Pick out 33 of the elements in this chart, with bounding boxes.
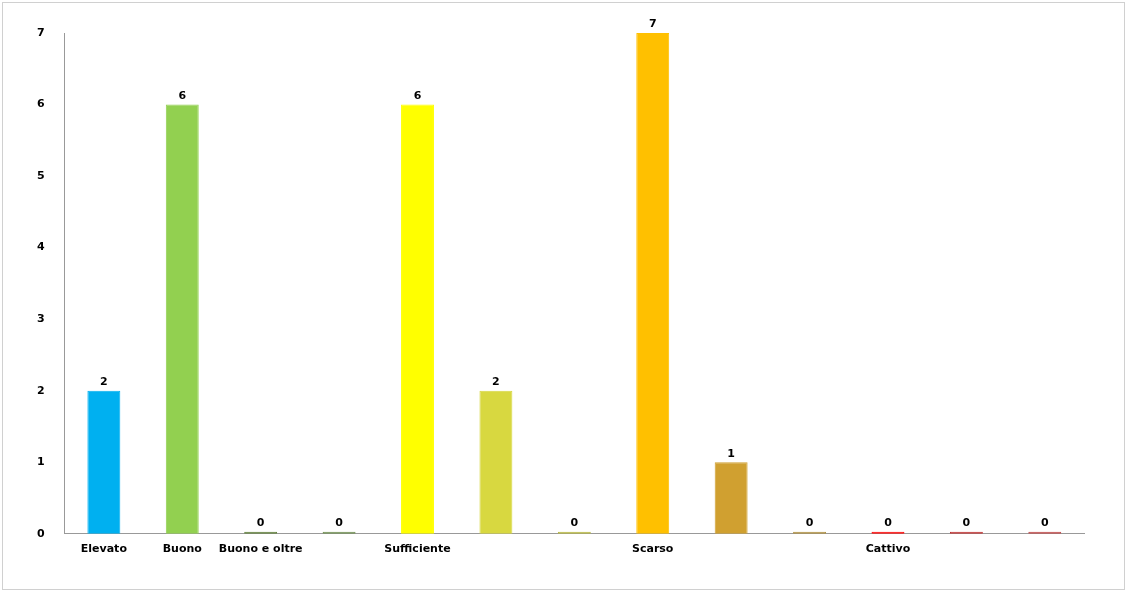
y-tick-label: 0 [37,526,45,540]
data-label: 0 [805,516,814,530]
data-label: 0 [335,516,344,530]
bar [87,390,121,534]
data-label: 7 [648,17,657,31]
y-tick-label: 5 [37,168,45,182]
y-tick-label: 6 [37,97,45,111]
x-tick-label: Sufficiente [384,542,451,556]
data-label: 0 [884,516,893,530]
data-label: 1 [727,446,735,460]
data-label: 2 [492,375,500,389]
data-label: 6 [413,88,422,102]
data-label: 0 [570,516,579,530]
y-tick-label: 1 [37,455,45,469]
bar [479,390,513,534]
data-label: 6 [178,88,187,102]
y-tick-label: 2 [37,383,45,397]
y-tick-label: 7 [37,25,45,39]
bar [401,104,434,534]
data-label: 2 [100,375,108,389]
x-tick-label: Scarso [632,542,674,556]
data-label: 0 [1040,516,1049,530]
bar [714,462,748,534]
y-tick-label: 3 [37,312,45,326]
x-tick-label: Buono [162,542,203,556]
x-tick-label: Cattivo [865,542,911,556]
x-tick-label: Elevato [80,542,128,556]
x-tick-label: Buono e oltre [218,542,303,556]
bar [165,104,199,534]
bar [636,33,670,534]
data-label: 0 [962,516,971,530]
y-tick-label: 4 [37,240,45,254]
data-label: 0 [256,516,265,530]
